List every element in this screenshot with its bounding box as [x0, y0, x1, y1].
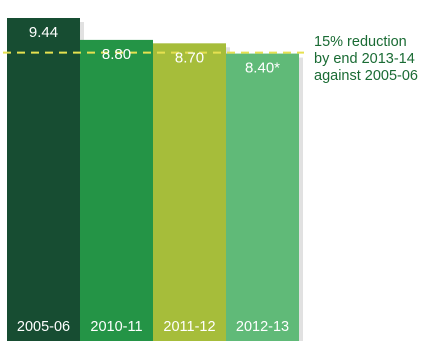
- value-label: 9.44: [29, 24, 58, 41]
- bars-group: [7, 18, 299, 341]
- bar-2005-06: [7, 18, 80, 341]
- category-labels-group: 2005-06 2010-11 2011-12 2012-13: [17, 319, 289, 335]
- bar-2012-13: [226, 53, 299, 341]
- category-label: 2012-13: [236, 319, 289, 335]
- value-label: 8.40*: [245, 60, 280, 77]
- annotation-line-2: by end 2013-14: [314, 51, 415, 67]
- target-annotation: 15% reduction by end 2013-14 against 200…: [314, 34, 436, 85]
- category-label: 2010-11: [90, 319, 142, 335]
- bar-shadow: [299, 57, 303, 341]
- value-label: 8.80: [102, 46, 131, 63]
- category-label: 2005-06: [17, 319, 70, 335]
- annotation-line-1: 15% reduction: [314, 34, 407, 50]
- bar-2011-12: [153, 43, 226, 341]
- annotation-line-3: against 2005-06: [314, 68, 418, 84]
- value-label: 8.70: [175, 49, 204, 66]
- category-label: 2011-12: [163, 319, 215, 335]
- bar-2010-11: [80, 39, 153, 341]
- value-labels-group: 9.44 8.80 8.70 8.40*: [29, 24, 280, 77]
